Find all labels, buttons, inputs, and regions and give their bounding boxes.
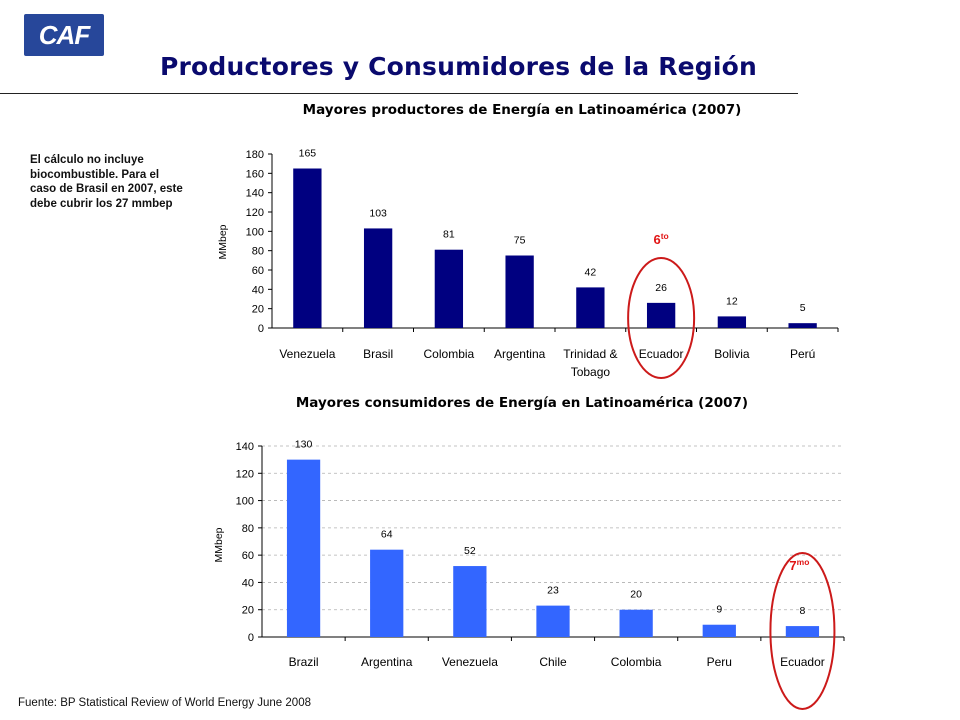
- producers-data-label: 75: [514, 235, 526, 247]
- producers-data-label: 12: [726, 295, 738, 307]
- producers-y-tick-label: 100: [246, 226, 264, 238]
- producers-highlight-circle: [627, 257, 696, 379]
- producers-data-label: 26: [655, 282, 667, 294]
- source-note: Fuente: BP Statistical Review of World E…: [18, 697, 311, 709]
- producers-bar-brasil: [363, 228, 393, 328]
- producers-rank-label: 6to: [653, 231, 668, 247]
- producers-category-label: Brasil: [363, 347, 393, 361]
- logo-text: CAF: [38, 19, 90, 50]
- producers-category-label: Perú: [790, 347, 815, 361]
- page-title: Productores y Consumidores de la Región: [160, 52, 758, 81]
- caf-logo: CAF: [24, 14, 104, 56]
- producers-y-tick-label: 160: [246, 168, 264, 180]
- producers-y-tick-label: 80: [252, 246, 264, 258]
- producers-y-axis-label: MMbep: [217, 224, 229, 259]
- producers-y-tick-label: 0: [258, 323, 264, 335]
- producers-category-label: Bolivia: [714, 347, 750, 361]
- title-divider: [0, 93, 798, 94]
- producers-data-label: 81: [443, 229, 455, 241]
- producers-bar-venezuela: [293, 168, 322, 328]
- producers-bar-ecuador: [646, 302, 676, 328]
- producers-bar-argentina: [505, 255, 534, 328]
- producers-y-tick-label: 180: [246, 149, 264, 161]
- producers-data-label: 165: [299, 148, 317, 160]
- producers-data-label: 42: [585, 266, 597, 278]
- producers-bar-trinidad-tobago: [576, 287, 605, 328]
- calculation-note: El cálculo no incluye biocombustible. Pa…: [30, 154, 183, 210]
- producers-category-label: Argentina: [494, 347, 546, 361]
- producers-category-label: Tobago: [571, 365, 611, 379]
- producers-y-tick-label: 20: [252, 304, 264, 316]
- producers-y-tick-label: 140: [246, 188, 264, 200]
- producers-bar-colombia: [434, 249, 464, 328]
- producers-bar-bolivia: [717, 316, 747, 328]
- producers-data-label: 103: [369, 207, 387, 219]
- producers-chart-title: Mayores productores de Energía en Latino…: [303, 102, 742, 118]
- producers-y-tick-label: 120: [246, 207, 264, 219]
- producers-category-label: Colombia: [424, 347, 475, 361]
- producers-category-label: Ecuador: [639, 347, 684, 361]
- producers-y-tick-label: 60: [252, 265, 264, 277]
- producers-data-label: 5: [800, 302, 806, 314]
- producers-category-label: Venezuela: [279, 347, 335, 361]
- producers-y-tick-label: 40: [252, 284, 264, 296]
- producers-category-label: Trinidad &: [563, 347, 617, 361]
- producers-bar-per-: [788, 323, 817, 328]
